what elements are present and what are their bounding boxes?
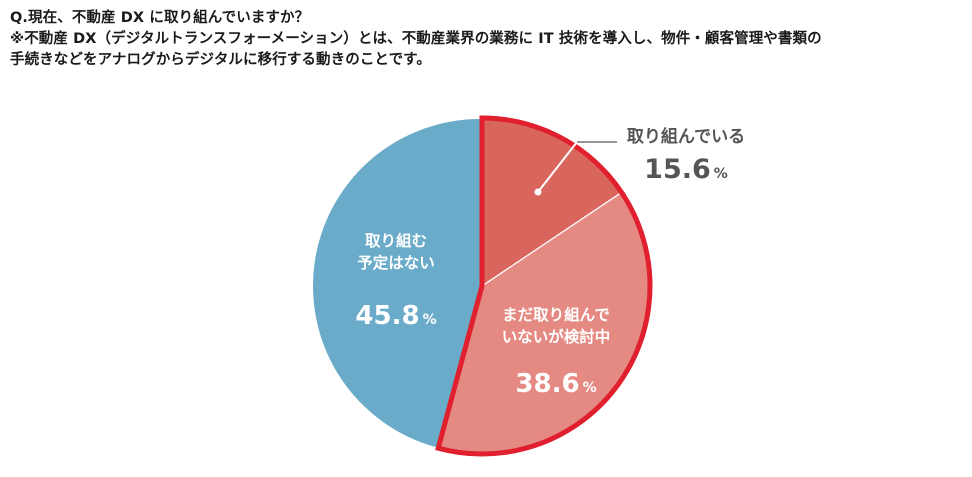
slice-label-2-line-0: 取り組む	[365, 231, 427, 250]
pie-slices	[313, 118, 650, 454]
slice-value-0: 15.6%	[644, 154, 728, 185]
slice-label-0-line-0: 取り組んでいる	[627, 126, 745, 147]
slice-value-2: 45.8%	[355, 301, 436, 331]
highlight-outline-path	[435, 115, 653, 457]
slice-value-1: 38.6%	[515, 369, 596, 399]
pie-slice-2	[313, 119, 480, 448]
highlight-outline	[435, 115, 653, 457]
slice-label-2-line-1: 予定はない	[357, 253, 435, 272]
question-note-line-2: 手続きなどをアナログからデジタルに移行する動きのことです。	[10, 52, 431, 68]
question-note-line-1: ※不動産 DX（デジタルトランスフォーメーション）とは、不動産業界の業務に IT…	[10, 31, 822, 47]
question-title: Q.現在、不動産 DX に取り組んでいますか？	[10, 10, 310, 26]
slice-label-1-line-0: まだ取り組んで	[502, 305, 610, 324]
slice-label-1-line-1: いないが検討中	[502, 327, 611, 346]
question-block: Q.現在、不動産 DX に取り組んでいますか？ ※不動産 DX（デジタルトランス…	[10, 8, 965, 71]
callout-leader	[534, 141, 617, 196]
